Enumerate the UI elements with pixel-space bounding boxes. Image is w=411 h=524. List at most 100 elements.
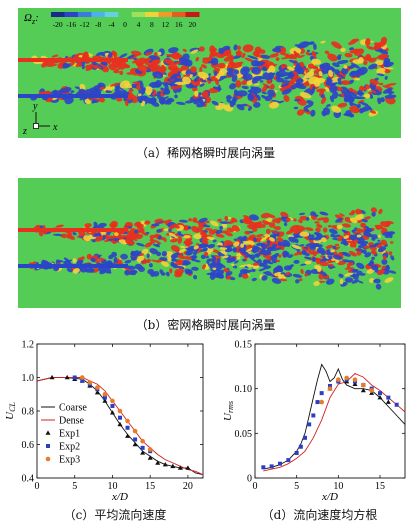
point-exp2 bbox=[319, 391, 324, 396]
colorbar-tick: -4 bbox=[108, 20, 114, 29]
point-exp1 bbox=[352, 381, 358, 386]
point-exp3 bbox=[140, 438, 145, 444]
point-exp2 bbox=[140, 445, 145, 450]
vortex-blobs bbox=[17, 207, 397, 290]
y-axis-label: UCL bbox=[4, 402, 17, 420]
colorbar-tick: 20 bbox=[189, 20, 197, 29]
y-tick-label: 1.2 bbox=[22, 340, 35, 351]
point-exp3 bbox=[132, 428, 138, 434]
point-exp3 bbox=[110, 398, 115, 404]
colorbar-tick: -8 bbox=[95, 20, 101, 29]
y-tick-label: 0 bbox=[247, 474, 252, 485]
legend-swatch bbox=[46, 444, 50, 448]
point-exp1 bbox=[49, 374, 55, 380]
legend-swatch bbox=[45, 430, 51, 435]
point-exp1 bbox=[109, 410, 115, 415]
point-exp1 bbox=[125, 433, 131, 438]
point-exp2 bbox=[378, 391, 382, 396]
colorbar-tick: 0 bbox=[123, 20, 127, 29]
point-exp3 bbox=[102, 391, 108, 397]
point-exp3 bbox=[117, 408, 123, 414]
x-tick-label: 15 bbox=[375, 481, 385, 492]
colorbar-tick: 16 bbox=[175, 20, 183, 29]
point-exp1 bbox=[147, 455, 153, 460]
axis-x-label: x bbox=[52, 122, 58, 133]
point-exp2 bbox=[261, 465, 266, 470]
point-exp1 bbox=[132, 441, 138, 447]
chart-streamwise-velocity-rms: 0 5 10 15 0 0.05 0.10 0.15 x/D Urms bbox=[222, 340, 406, 503]
legend: Coarse Dense Exp1 Exp2 Exp3 bbox=[41, 403, 87, 466]
colorbar-tick: 4 bbox=[137, 20, 141, 29]
point-exp2 bbox=[394, 402, 399, 407]
y-tick-label: 0.15 bbox=[235, 340, 253, 351]
point-exp2 bbox=[298, 444, 303, 449]
caption-b: （b）密网格瞬时展向涡量 bbox=[135, 318, 276, 332]
y-tick-label: 0.6 bbox=[22, 440, 35, 451]
point-exp3 bbox=[319, 399, 324, 405]
vorticity-field-coarse: Ωz: -20 -16 -12 -8 -4 0 4 8 12 16 20 y z x bbox=[17, 8, 401, 138]
point-exp2 bbox=[311, 413, 316, 418]
chart-mean-streamwise-velocity: 0 5 10 15 20 0.4 0.6 0.8 1.0 1.2 x/D UCL Coarse Dense… bbox=[4, 340, 204, 503]
point-exp2 bbox=[125, 425, 130, 430]
point-exp1 bbox=[94, 389, 100, 395]
point-exp3 bbox=[87, 380, 93, 385]
y-axis-label: Urms bbox=[222, 401, 235, 421]
point-exp2 bbox=[286, 458, 291, 463]
point-exp1 bbox=[117, 421, 123, 427]
x-axis-label: x/D bbox=[111, 491, 128, 503]
x-tick-label: 10 bbox=[107, 481, 117, 492]
point-exp2 bbox=[118, 415, 122, 420]
caption-a: （a）稀网格瞬时展向涡量 bbox=[135, 146, 276, 160]
line-dense bbox=[263, 372, 406, 472]
series-coarse bbox=[263, 363, 406, 470]
point-exp2 bbox=[72, 375, 77, 380]
y-tick-label: 0.10 bbox=[235, 384, 253, 395]
series-exp2 bbox=[261, 377, 399, 470]
legend-label: Dense bbox=[59, 416, 85, 427]
x-tick-label: 0 bbox=[253, 481, 258, 492]
point-exp3 bbox=[369, 388, 374, 393]
point-exp2 bbox=[278, 461, 282, 466]
point-exp2 bbox=[269, 464, 274, 469]
axis-y-label: y bbox=[32, 101, 38, 112]
point-exp1 bbox=[185, 465, 191, 470]
colorbar-tick: 12 bbox=[162, 20, 170, 29]
point-exp1 bbox=[64, 374, 70, 380]
y-tick-label: 0.4 bbox=[22, 474, 35, 485]
legend-swatch bbox=[45, 456, 51, 462]
legend-label: Coarse bbox=[59, 403, 87, 414]
point-exp3 bbox=[79, 375, 85, 380]
point-exp3 bbox=[352, 377, 358, 383]
x-tick-label: 20 bbox=[183, 481, 193, 492]
point-exp1 bbox=[360, 387, 366, 393]
point-exp3 bbox=[361, 382, 366, 388]
x-tick-label: 0 bbox=[35, 481, 40, 492]
legend-label: Exp3 bbox=[59, 455, 80, 466]
y-tick-label: 0.8 bbox=[22, 407, 35, 418]
point-exp2 bbox=[303, 435, 307, 440]
y-tick-label: 0.05 bbox=[235, 429, 253, 440]
point-exp3 bbox=[95, 385, 100, 390]
legend-label: Exp2 bbox=[59, 442, 80, 453]
point-exp3 bbox=[336, 377, 341, 383]
vorticity-field-dense bbox=[17, 178, 401, 308]
point-exp1 bbox=[155, 460, 161, 465]
series-exp3 bbox=[79, 375, 153, 452]
colorbar-label: Ωz: bbox=[24, 12, 39, 26]
point-exp3 bbox=[327, 386, 333, 391]
point-exp2 bbox=[80, 378, 85, 383]
x-tick-label: 5 bbox=[72, 481, 77, 492]
point-exp3 bbox=[147, 447, 153, 452]
point-exp2 bbox=[315, 400, 320, 405]
x-tick-label: 10 bbox=[333, 481, 343, 492]
vorticity-panel-a: Ωz: -20 -16 -12 -8 -4 0 4 8 12 16 20 y z x bbox=[17, 8, 401, 138]
point-exp2 bbox=[307, 422, 312, 427]
legend-label: Exp1 bbox=[59, 429, 80, 440]
colorbar-tick: -16 bbox=[66, 20, 76, 29]
colorbar-tick: 8 bbox=[150, 20, 154, 29]
point-exp3 bbox=[125, 418, 130, 424]
point-exp2 bbox=[294, 450, 299, 455]
series-exp3 bbox=[319, 375, 374, 405]
point-exp1 bbox=[162, 462, 168, 467]
x-axis-label: x/D bbox=[321, 491, 338, 503]
